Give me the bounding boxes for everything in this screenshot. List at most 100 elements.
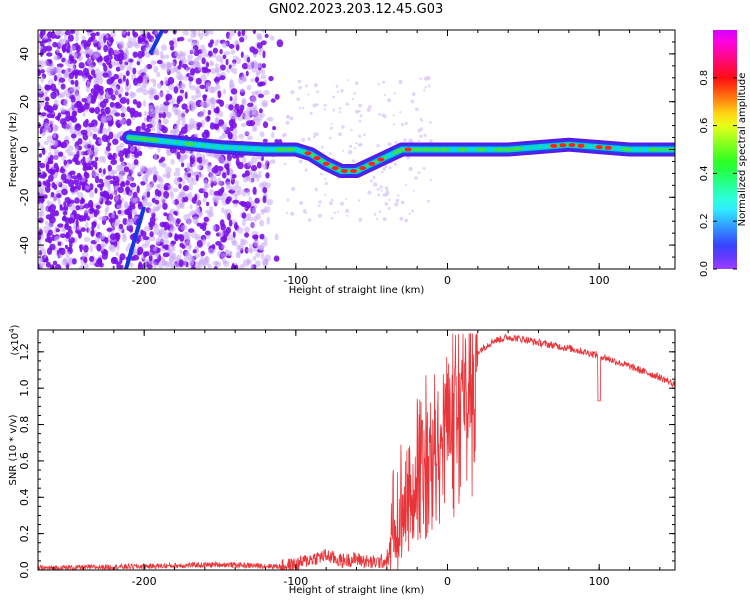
y-tick-label: 0.6 xyxy=(18,452,31,470)
noise-speckle xyxy=(62,46,66,53)
noise-speckle xyxy=(266,216,271,225)
noise-speckle xyxy=(419,127,423,131)
noise-speckle xyxy=(162,118,169,125)
x-tick-label: 0 xyxy=(444,274,451,287)
noise-speckle xyxy=(142,175,148,183)
noise-speckle xyxy=(202,186,208,193)
noise-speckle xyxy=(187,38,194,43)
noise-speckle xyxy=(221,41,228,48)
noise-speckle xyxy=(58,151,64,157)
noise-speckle xyxy=(410,99,415,104)
noise-speckle xyxy=(48,174,54,182)
noise-speckle xyxy=(191,151,195,158)
noise-speckle xyxy=(97,139,103,145)
x-tick-label: -100 xyxy=(283,575,308,588)
noise-speckle xyxy=(424,86,427,89)
noise-speckle xyxy=(251,231,259,236)
noise-speckle xyxy=(193,253,201,258)
noise-speckle xyxy=(178,157,185,163)
noise-speckle xyxy=(186,166,193,173)
noise-speckle xyxy=(265,159,269,164)
noise-speckle xyxy=(83,263,89,269)
ridge-peak xyxy=(586,144,594,149)
noise-speckle xyxy=(93,39,98,44)
colorbar-label: Normalized spectral amplitude xyxy=(737,73,748,227)
noise-speckle xyxy=(382,217,387,222)
noise-speckle xyxy=(231,153,238,159)
noise-speckle xyxy=(262,195,267,204)
noise-speckle xyxy=(213,178,218,184)
noise-speckle xyxy=(152,246,159,252)
noise-speckle xyxy=(383,93,387,96)
noise-speckle xyxy=(102,62,106,67)
noise-speckle xyxy=(38,97,45,104)
noise-speckle xyxy=(74,145,79,153)
noise-speckle xyxy=(250,96,257,104)
noise-speckle xyxy=(210,61,214,67)
noise-speckle xyxy=(241,98,247,106)
noise-speckle xyxy=(270,98,276,103)
noise-speckle xyxy=(255,252,261,258)
noise-speckle xyxy=(173,171,181,177)
noise-speckle xyxy=(196,122,203,128)
noise-speckle xyxy=(377,83,380,86)
noise-speckle xyxy=(208,30,214,35)
noise-speckle xyxy=(39,210,45,217)
noise-speckle xyxy=(190,104,196,113)
noise-speckle xyxy=(196,55,202,61)
noise-speckle xyxy=(81,36,87,41)
noise-speckle xyxy=(77,230,82,239)
noise-speckle xyxy=(342,149,344,152)
noise-speckle xyxy=(149,216,156,224)
noise-speckle xyxy=(69,46,73,53)
noise-speckle xyxy=(73,54,77,59)
noise-speckle xyxy=(244,232,250,238)
noise-speckle xyxy=(238,243,245,251)
noise-speckle xyxy=(218,155,225,164)
ridge-peak xyxy=(259,147,266,152)
noise-speckle xyxy=(373,213,377,216)
noise-speckle xyxy=(167,185,173,191)
noise-speckle xyxy=(75,34,79,42)
noise-speckle xyxy=(346,79,349,82)
noise-speckle xyxy=(178,183,182,189)
noise-speckle xyxy=(172,199,176,205)
noise-speckle xyxy=(57,223,64,228)
noise-speckle xyxy=(237,30,241,37)
noise-speckle xyxy=(179,249,183,255)
y-axis-label: Frequency (Hz) xyxy=(8,112,19,188)
noise-speckle xyxy=(198,156,203,164)
spectrogram-area xyxy=(38,30,675,269)
noise-speckle xyxy=(126,98,130,105)
noise-speckle xyxy=(164,54,170,59)
noise-speckle xyxy=(98,196,102,202)
noise-speckle xyxy=(154,199,160,205)
noise-speckle xyxy=(316,90,319,94)
noise-speckle xyxy=(82,112,86,117)
noise-speckle xyxy=(68,237,75,244)
noise-speckle xyxy=(130,256,136,261)
noise-speckle xyxy=(355,109,360,114)
noise-speckle xyxy=(243,226,250,233)
noise-speckle xyxy=(173,177,180,186)
noise-speckle xyxy=(81,251,89,259)
noise-speckle xyxy=(77,138,83,145)
ridge-peak xyxy=(522,146,530,151)
noise-speckle xyxy=(110,159,118,165)
noise-speckle xyxy=(89,166,94,171)
noise-speckle xyxy=(165,166,172,175)
noise-speckle xyxy=(80,264,84,269)
noise-speckle xyxy=(110,191,117,196)
noise-speckle xyxy=(118,174,124,181)
noise-speckle xyxy=(120,112,126,118)
noise-speckle xyxy=(228,119,234,127)
noise-speckle xyxy=(96,243,102,252)
noise-speckle xyxy=(106,115,113,121)
noise-speckle xyxy=(105,145,111,152)
noise-speckle xyxy=(38,36,42,42)
ridge-peak xyxy=(404,147,412,152)
noise-speckle xyxy=(125,70,130,77)
noise-speckle xyxy=(149,183,155,189)
noise-speckle xyxy=(222,172,227,179)
noise-speckle xyxy=(156,184,161,189)
